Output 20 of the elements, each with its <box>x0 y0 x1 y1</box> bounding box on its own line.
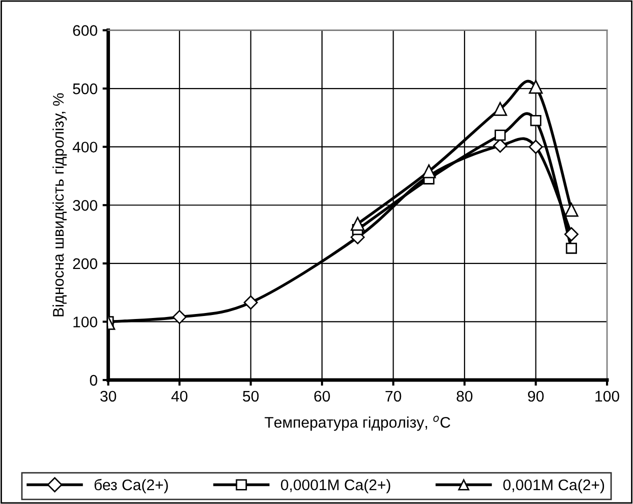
x-tick-label: 70 <box>386 390 402 402</box>
x-tick-label: 90 <box>528 390 544 402</box>
x-tick-label: 50 <box>242 390 259 402</box>
x-tick-label: 40 <box>171 390 188 402</box>
y-tick-label: 100 <box>74 316 98 328</box>
y-tick-label: 0 <box>90 374 98 386</box>
x-tick-label: 30 <box>100 390 116 402</box>
y-tick-label: 500 <box>72 83 98 94</box>
y-tick-label: 400 <box>72 142 98 153</box>
x-tick-label: 100 <box>595 390 620 402</box>
legend-label: без Ca(2+) <box>94 478 168 494</box>
y-tick-label: 600 <box>73 25 98 36</box>
y-tick-label: 300 <box>72 200 98 211</box>
y-axis-title: Відносна швидкість гідролізу, % <box>52 93 67 316</box>
x-tick-label: 60 <box>314 390 330 402</box>
y-tick-label: 200 <box>73 258 98 270</box>
x-tick-label: 80 <box>456 390 472 402</box>
x-axis-title: Температура гідролізу, $^{o}$C <box>264 416 450 431</box>
legend-label: 0,0001M Ca(2+) <box>280 479 390 494</box>
legend-label: 0,001M Ca(2+) <box>503 479 604 494</box>
